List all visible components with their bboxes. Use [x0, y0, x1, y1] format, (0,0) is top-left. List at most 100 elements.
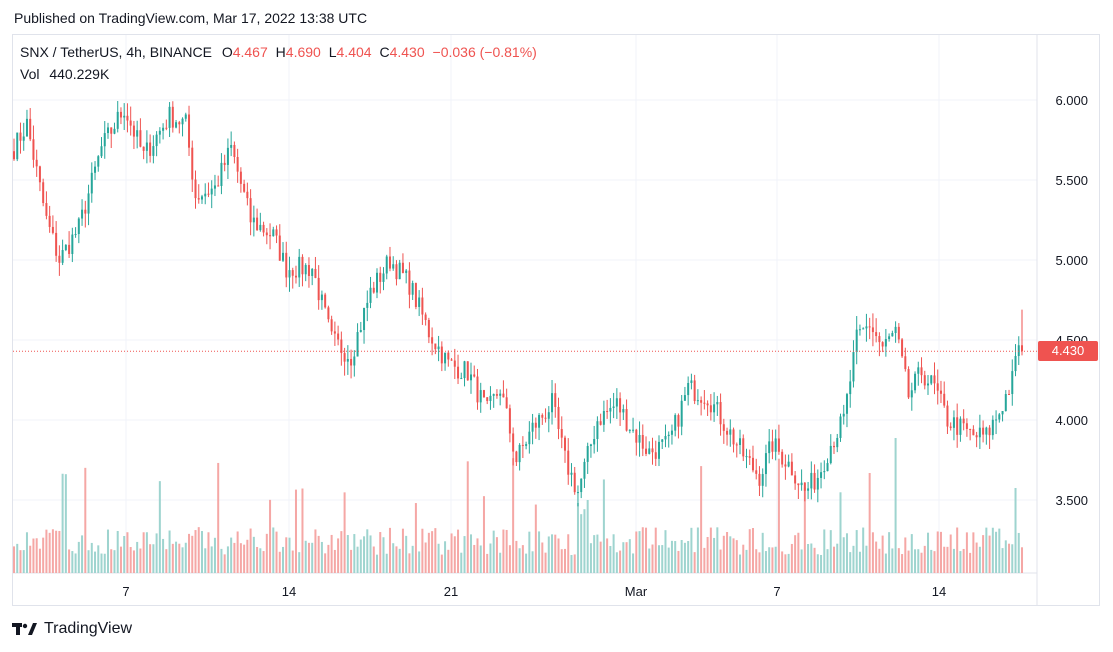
- candle-body: [68, 244, 71, 254]
- candle-body: [593, 439, 596, 445]
- candle-body: [350, 358, 353, 366]
- volume-bar: [136, 541, 139, 573]
- volume-bar: [972, 532, 975, 573]
- candle-body: [424, 314, 427, 320]
- candle-body: [696, 400, 699, 402]
- candle-body: [508, 408, 511, 434]
- volume-bar: [51, 529, 54, 573]
- candle-body: [25, 118, 28, 137]
- volume-bar: [563, 548, 567, 573]
- candle-body: [774, 438, 777, 452]
- volume-bar: [61, 473, 64, 573]
- candle-body: [181, 118, 184, 125]
- volume-bar: [894, 438, 897, 573]
- candle-body: [207, 193, 210, 195]
- volume-bar: [175, 541, 178, 573]
- candle-body: [42, 182, 45, 204]
- candle-body: [1004, 394, 1007, 411]
- chart-frame[interactable]: [12, 34, 1100, 606]
- volume-bar: [418, 551, 421, 573]
- candle-body: [836, 437, 839, 448]
- volume-bar: [197, 527, 200, 573]
- volume-bar: [726, 532, 729, 573]
- candle-body: [94, 166, 97, 173]
- candle-body: [567, 450, 570, 475]
- candle-body: [939, 390, 942, 394]
- candle-body: [965, 423, 968, 429]
- volume-bar: [356, 546, 359, 573]
- volume-bar: [512, 458, 515, 573]
- volume-bar: [612, 534, 615, 573]
- vol-label: Vol: [20, 66, 40, 82]
- volume-bar: [1020, 547, 1024, 573]
- candle-body: [521, 444, 524, 446]
- candle-body: [661, 439, 664, 442]
- volume-bar: [764, 551, 767, 573]
- candle-body: [32, 139, 35, 160]
- candle-body: [933, 375, 936, 384]
- volume-bar: [615, 552, 618, 573]
- candle-body: [145, 142, 148, 151]
- candle-body: [1008, 394, 1011, 396]
- volume-bar: [246, 539, 249, 573]
- volume-bar: [45, 529, 48, 573]
- candle-body: [175, 122, 178, 128]
- x-tick-label: 7: [122, 584, 129, 599]
- candle-body: [998, 414, 1001, 420]
- volume-bar: [301, 488, 304, 573]
- candle-body: [71, 234, 74, 254]
- volume-bar: [735, 540, 738, 573]
- candle-body: [826, 463, 829, 472]
- volume-bar: [709, 527, 712, 573]
- candle-body: [894, 326, 897, 334]
- volume-bar: [376, 554, 379, 573]
- candle-body: [1011, 371, 1014, 395]
- tradingview-footer[interactable]: TradingView: [12, 620, 132, 638]
- candle-body: [622, 409, 625, 413]
- volume-bars: [12, 438, 1024, 573]
- candle-body: [489, 395, 492, 401]
- volume-bar: [995, 531, 998, 573]
- candle-body: [862, 328, 865, 330]
- candle-body: [541, 414, 544, 418]
- candle-body: [226, 147, 229, 165]
- volume-bar: [440, 554, 443, 573]
- candle-body: [418, 297, 421, 307]
- candle-body: [463, 361, 466, 379]
- candle-body: [544, 417, 547, 419]
- high-label: H: [275, 44, 286, 60]
- candle-body: [816, 477, 819, 490]
- candle-body: [807, 488, 810, 491]
- candle-body: [1017, 345, 1020, 356]
- candle-body: [667, 434, 670, 437]
- volume-bar: [48, 532, 51, 573]
- volume-bar: [690, 527, 693, 573]
- volume-bar: [696, 527, 699, 573]
- volume-bar: [965, 532, 968, 573]
- volume-bar: [220, 548, 223, 573]
- volume-bar: [129, 547, 132, 573]
- volume-bar: [722, 535, 725, 573]
- volume-bar: [460, 552, 463, 573]
- candle-body: [645, 448, 648, 454]
- volume-bar: [521, 545, 524, 573]
- candle-body: [586, 446, 589, 462]
- volume-bar: [956, 527, 959, 573]
- candle-body: [38, 166, 41, 183]
- candle-body: [936, 383, 939, 391]
- candle-body: [194, 179, 197, 199]
- candle-body: [116, 111, 119, 129]
- candle-body: [376, 272, 379, 293]
- volume-bar: [207, 532, 210, 573]
- candle-body: [917, 367, 920, 374]
- x-tick-label: 14: [282, 584, 296, 599]
- candle-body: [538, 414, 541, 428]
- candle-body: [307, 265, 310, 276]
- volume-bar: [16, 543, 19, 573]
- candle-body: [243, 183, 246, 192]
- volume-bar: [482, 496, 485, 573]
- candle-body: [110, 127, 113, 134]
- volume-bar: [25, 532, 28, 573]
- volume-bar: [654, 527, 657, 573]
